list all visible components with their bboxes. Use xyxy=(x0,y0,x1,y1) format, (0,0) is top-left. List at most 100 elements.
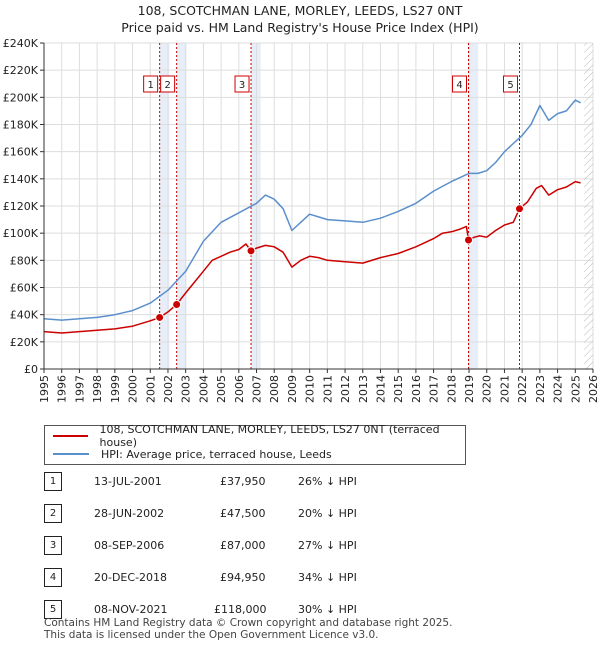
table-row: 4 20-DEC-2018 £94,950 34% ↓ HPI xyxy=(44,568,600,588)
x-tick-label: 2014 xyxy=(374,375,387,403)
y-tick-label: £200K xyxy=(3,91,39,104)
x-tick-label: 1999 xyxy=(109,375,122,403)
y-tick-label: £80K xyxy=(10,254,39,267)
table-row: 1 13-JUL-2001 £37,950 26% ↓ HPI xyxy=(44,472,600,492)
x-tick-label: 2016 xyxy=(410,375,423,403)
x-tick-label: 2012 xyxy=(339,375,352,403)
hpi-line xyxy=(43,99,581,321)
footer-licence: This data is licensed under the Open Gov… xyxy=(44,629,379,641)
sale-number-badge: 2 xyxy=(44,504,62,523)
x-tick-label: 2000 xyxy=(127,375,140,403)
sale-label-box-3 xyxy=(234,75,250,93)
sale-price: £94,950 xyxy=(220,571,266,584)
y-tick-label: £0 xyxy=(24,363,38,376)
sale-marker-4 xyxy=(464,235,474,245)
sale-date: 13-JUL-2001 xyxy=(94,475,162,488)
sale-number-badge: 5 xyxy=(44,600,62,619)
sale-label-5: 5 xyxy=(507,80,513,91)
sale-price: £118,000 xyxy=(214,603,267,616)
x-tick-label: 2018 xyxy=(445,375,458,403)
y-tick-label: £60K xyxy=(10,282,39,295)
sale-label-box-1 xyxy=(143,75,159,93)
x-tick-label: 2025 xyxy=(569,375,582,403)
sale-label-2: 2 xyxy=(164,80,170,91)
sale-hpi-diff: 26% ↓ HPI xyxy=(298,475,357,488)
x-tick-label: 2019 xyxy=(463,375,476,403)
x-tick-label: 2022 xyxy=(516,375,529,403)
sale-number-badge: 4 xyxy=(44,568,62,587)
sale-price: £37,950 xyxy=(220,475,266,488)
legend-hpi-swatch xyxy=(53,453,89,455)
sale-label-box-2 xyxy=(160,75,176,93)
sale-label-1: 1 xyxy=(147,80,153,91)
x-tick-label: 1995 xyxy=(38,375,51,403)
legend: 108, SCOTCHMAN LANE, MORLEY, LEEDS, LS27… xyxy=(44,423,466,465)
sale-date: 08-SEP-2006 xyxy=(94,539,165,552)
x-tick-label: 2023 xyxy=(534,375,547,403)
chart-title-block: 108, SCOTCHMAN LANE, MORLEY, LEEDS, LS27… xyxy=(0,2,600,36)
x-tick-label: 2009 xyxy=(286,375,299,403)
x-tick-label: 2001 xyxy=(144,375,157,403)
x-tick-label: 2017 xyxy=(428,375,441,403)
y-tick-label: £220K xyxy=(3,64,39,77)
y-tick-label: £180K xyxy=(3,119,39,132)
sale-date: 20-DEC-2018 xyxy=(94,571,168,584)
x-tick-label: 1996 xyxy=(56,375,69,403)
sale-date: 28-JUN-2002 xyxy=(94,507,165,520)
sale-date: 08-NOV-2021 xyxy=(94,603,168,616)
table-row: 3 08-SEP-2006 £87,000 27% ↓ HPI xyxy=(44,536,600,556)
table-row: 2 28-JUN-2002 £47,500 20% ↓ HPI xyxy=(44,504,600,524)
y-tick-label: £20K xyxy=(10,336,39,349)
x-tick-label: 2005 xyxy=(215,375,228,403)
x-tick-label: 2007 xyxy=(251,375,264,403)
sale-hpi-diff: 30% ↓ HPI xyxy=(298,603,357,616)
sale-marker-5 xyxy=(515,204,525,214)
x-tick-label: 2003 xyxy=(180,375,193,403)
y-tick-label: £140K xyxy=(3,173,39,186)
x-tick-label: 2021 xyxy=(498,375,511,403)
footer: Contains HM Land Registry data © Crown c… xyxy=(44,617,452,641)
sale-marker-3 xyxy=(246,246,256,256)
y-tick-label: £160K xyxy=(3,146,39,159)
sale-number-badge: 3 xyxy=(44,536,62,555)
sale-price: £47,500 xyxy=(220,507,266,520)
sale-hpi-diff: 34% ↓ HPI xyxy=(298,571,357,584)
x-tick-label: 1997 xyxy=(73,375,86,403)
x-tick-label: 2002 xyxy=(162,375,175,403)
legend-item-price: 108, SCOTCHMAN LANE, MORLEY, LEEDS, LS27… xyxy=(53,423,465,449)
x-tick-label: 2004 xyxy=(197,375,210,403)
footer-copyright: Contains HM Land Registry data © Crown c… xyxy=(44,617,453,629)
sale-label-box-5 xyxy=(503,75,519,93)
sale-hpi-diff: 20% ↓ HPI xyxy=(298,507,357,520)
x-tick-label: 2010 xyxy=(304,375,317,403)
legend-item-hpi: HPI: Average price, terraced house, Leed… xyxy=(53,446,332,462)
chart-title: 108, SCOTCHMAN LANE, MORLEY, LEEDS, LS27… xyxy=(137,3,463,18)
price-line xyxy=(43,180,581,334)
chart-subtitle: Price paid vs. HM Land Registry's House … xyxy=(121,20,479,35)
x-tick-label: 2024 xyxy=(552,375,565,403)
sale-marker-2 xyxy=(172,299,182,309)
y-tick-label: £240K xyxy=(3,37,39,50)
x-tick-label: 1998 xyxy=(91,375,104,403)
y-tick-label: £100K xyxy=(3,227,39,240)
x-tick-label: 2006 xyxy=(233,375,246,403)
x-tick-label: 2020 xyxy=(481,375,494,403)
x-tick-label: 2026 xyxy=(587,375,600,403)
y-tick-label: £120K xyxy=(3,200,39,213)
y-tick-label: £40K xyxy=(10,309,39,322)
x-tick-label: 2011 xyxy=(321,375,334,403)
sale-price: £87,000 xyxy=(220,539,266,552)
future-hatch xyxy=(584,43,593,369)
legend-price-swatch xyxy=(53,435,88,437)
sale-hpi-diff: 27% ↓ HPI xyxy=(298,539,357,552)
sale-label-box-4 xyxy=(452,75,468,93)
table-row: 5 08-NOV-2021 £118,000 30% ↓ HPI xyxy=(44,600,600,620)
sale-label-4: 4 xyxy=(456,80,462,91)
sale-number-badge: 1 xyxy=(44,472,62,491)
sale-label-3: 3 xyxy=(239,80,245,91)
x-tick-label: 2015 xyxy=(392,375,405,403)
legend-hpi-label: HPI: Average price, terraced house, Leed… xyxy=(101,447,332,461)
sale-marker-1 xyxy=(155,312,165,322)
legend-price-label: 108, SCOTCHMAN LANE, MORLEY, LEEDS, LS27… xyxy=(99,423,440,449)
